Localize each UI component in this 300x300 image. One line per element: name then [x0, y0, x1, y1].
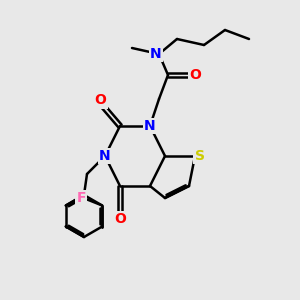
Text: N: N: [150, 47, 162, 61]
Text: O: O: [114, 212, 126, 226]
Text: O: O: [94, 94, 106, 107]
Text: N: N: [144, 119, 156, 133]
Text: S: S: [194, 149, 205, 163]
Text: F: F: [76, 191, 86, 205]
Text: O: O: [189, 68, 201, 82]
Text: N: N: [99, 149, 111, 163]
